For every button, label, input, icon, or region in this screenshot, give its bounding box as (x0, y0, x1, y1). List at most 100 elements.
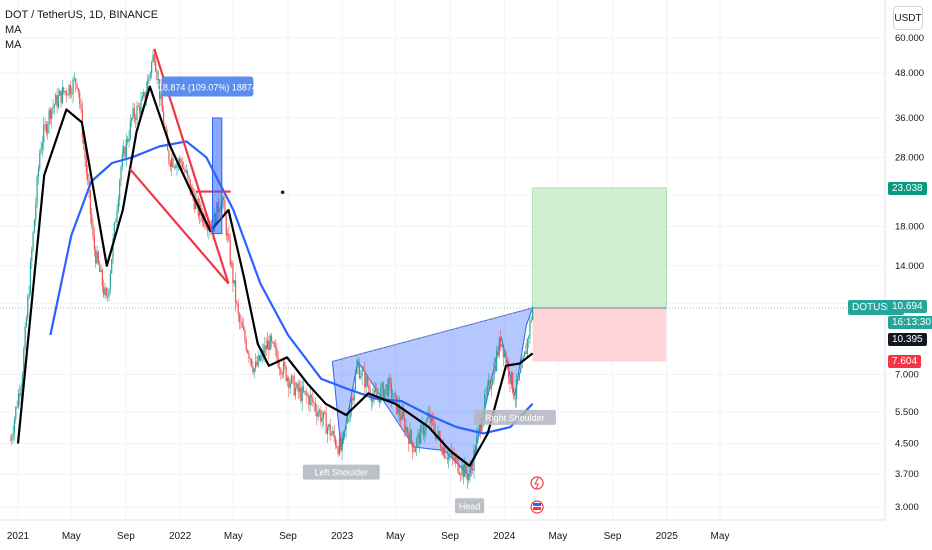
candle (493, 356, 495, 384)
candle (28, 285, 30, 300)
candle (354, 369, 357, 391)
candle (43, 116, 45, 152)
candle-body (448, 454, 450, 460)
candle-body (302, 386, 305, 392)
lightning-icon-glyph (534, 477, 539, 490)
y-tick-label: 4.500 (895, 439, 919, 450)
candle-body (181, 163, 183, 169)
candle (288, 375, 290, 397)
candle-body (296, 383, 298, 388)
candle-body (485, 394, 487, 396)
candle (504, 349, 506, 359)
candle-body (494, 364, 496, 371)
candle-body (117, 199, 119, 211)
candle-body (59, 90, 61, 96)
candle (229, 233, 231, 268)
candle-body (125, 139, 127, 158)
candle (294, 381, 297, 400)
annotations: 18.874 (109.07%) 18874 Left Shoulder Head R… (129, 48, 556, 514)
candle-body (496, 351, 498, 371)
candle-body (470, 468, 472, 470)
candle-body (53, 104, 56, 107)
candle-body (466, 473, 468, 480)
candle-body (402, 410, 405, 418)
candle-body (196, 198, 198, 200)
candle-body (278, 367, 281, 370)
candle (236, 300, 238, 307)
candle (364, 361, 366, 396)
candle-body (324, 411, 326, 414)
candle (462, 463, 464, 485)
candle (426, 410, 428, 422)
candle (317, 405, 319, 421)
candle-body (464, 463, 466, 477)
candle (115, 218, 117, 223)
candle-body (490, 384, 492, 389)
candle (408, 428, 410, 452)
candle (422, 422, 424, 441)
candle (32, 231, 34, 253)
candle (222, 194, 225, 209)
candle (97, 250, 99, 266)
candle-body (484, 395, 486, 415)
candle (39, 148, 41, 172)
candle (240, 313, 242, 330)
candle-body (115, 221, 117, 223)
candle-body (32, 232, 34, 251)
candle-body (48, 109, 50, 125)
candle (489, 374, 491, 392)
candle-body (128, 138, 130, 142)
candle-body (60, 90, 62, 104)
candle-body (63, 87, 65, 93)
candle (17, 388, 20, 409)
candle (505, 349, 507, 367)
candle (424, 422, 426, 443)
candle (432, 412, 434, 427)
candle-body (417, 433, 419, 439)
candle-body (468, 475, 470, 480)
candle-body (492, 379, 494, 385)
candle-body (75, 78, 77, 84)
candle (300, 381, 302, 404)
candle-body (389, 378, 391, 383)
candle-body (172, 158, 174, 168)
candle (393, 392, 395, 399)
candle (37, 164, 40, 186)
candle-body (497, 351, 499, 356)
ma-indicator-2[interactable]: MA (5, 39, 22, 51)
candle-body (344, 429, 346, 432)
candle (388, 374, 390, 403)
candle (45, 121, 48, 137)
candle-body (206, 227, 209, 231)
candle-body (446, 457, 448, 460)
candle (124, 145, 126, 159)
candle-body (432, 415, 434, 422)
candle (345, 415, 347, 438)
candle-body (424, 430, 426, 436)
candle-body (276, 348, 278, 358)
candle-body (361, 369, 363, 377)
candle (248, 350, 250, 363)
candle-body (25, 317, 28, 327)
ma-indicator-1[interactable]: MA (5, 24, 22, 36)
candle-body (442, 447, 444, 455)
candle (290, 373, 293, 385)
candle (453, 447, 455, 464)
candle-body (68, 85, 70, 96)
x-tick-label: 2021 (7, 531, 30, 542)
candle-body (244, 329, 246, 340)
candle-body (438, 430, 440, 439)
candle-body (281, 374, 283, 375)
candle (131, 117, 133, 128)
candle (324, 410, 326, 415)
candle (65, 88, 67, 103)
x-tick-label: 2024 (493, 531, 516, 542)
candle-body (155, 61, 157, 72)
lightning-icon (530, 476, 544, 490)
candle-body (238, 314, 241, 322)
currency-unit-button[interactable]: USDT (893, 6, 923, 30)
candle-body (27, 297, 29, 318)
candle-body (476, 436, 478, 454)
candle (155, 55, 157, 73)
